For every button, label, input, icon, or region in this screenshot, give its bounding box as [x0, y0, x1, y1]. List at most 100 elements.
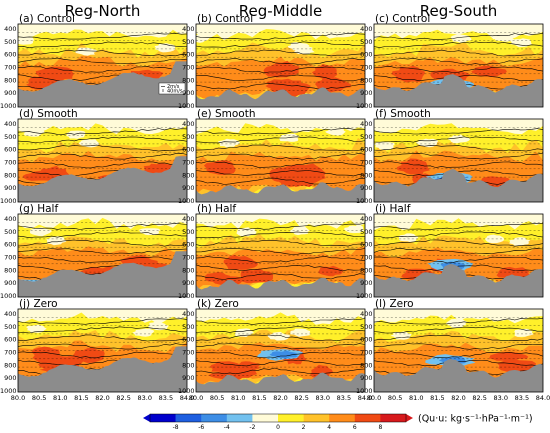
- flux-weak-patch: [26, 324, 47, 333]
- colorbar-max-arrow: [406, 414, 413, 422]
- y-tick-label: 400: [360, 310, 372, 318]
- y-tick-label: 600: [4, 241, 16, 249]
- y-tick-label: 400: [360, 215, 372, 223]
- panel-label: (a) Control: [19, 13, 75, 25]
- y-tick-label: 400: [4, 120, 16, 128]
- colorbar-min-arrow: [143, 414, 150, 422]
- contour-line: [18, 351, 187, 359]
- y-tick-label: 1000: [178, 292, 195, 300]
- flux-core-red: [488, 351, 529, 362]
- contour-line: [18, 231, 187, 239]
- flux-core-red: [58, 356, 84, 366]
- terrain: [196, 182, 365, 202]
- y-tick-label: 500: [360, 133, 372, 141]
- x-tick-label: 80.0: [189, 394, 203, 402]
- contour-line: [196, 152, 365, 160]
- x-tick-label: 80.5: [32, 394, 46, 402]
- y-tick-label: 900: [182, 279, 194, 287]
- flux-core-red: [271, 60, 300, 78]
- contour-line: [196, 343, 365, 350]
- flux-core-red: [205, 272, 230, 284]
- contour-line: [374, 136, 543, 143]
- y-tick-label: 900: [4, 89, 16, 97]
- y-tick-label: 500: [4, 228, 16, 236]
- contour-line: [196, 248, 365, 255]
- flux-core-red: [72, 347, 105, 363]
- flux-weak-patch: [325, 127, 346, 136]
- flux-weak-patch: [75, 47, 97, 56]
- y-tick-label: 400: [182, 310, 194, 318]
- y-tick-label: 1000: [0, 102, 17, 110]
- y-tick-label: 400: [182, 120, 194, 128]
- contour-line: [374, 334, 543, 342]
- y-tick-label: 800: [360, 361, 372, 369]
- y-tick-label: 1000: [178, 102, 195, 110]
- y-tick-label: 500: [182, 323, 194, 331]
- colorbar-frame: [149, 413, 407, 423]
- y-tick-label: 400: [360, 25, 372, 33]
- y-tick-label: 1000: [356, 197, 373, 205]
- colorbar-segment: [201, 414, 228, 422]
- flux-weak-patch: [66, 130, 86, 139]
- contour-line: [18, 326, 187, 334]
- contour-line: [374, 326, 543, 334]
- y-tick-label: 500: [182, 228, 194, 236]
- contour-line: [196, 41, 365, 48]
- flux-weak-patch: [290, 328, 311, 337]
- colorbar-segment: [278, 414, 304, 422]
- y-tick-label: 800: [360, 76, 372, 84]
- x-tick-label: 81.0: [231, 394, 245, 402]
- flux-weak-patch: [493, 33, 515, 42]
- y-tick-label: 900: [360, 184, 372, 192]
- y-tick-label: 1000: [178, 197, 195, 205]
- flux-weak-patch: [484, 234, 504, 244]
- colorbar-segment: [380, 414, 407, 422]
- panel-label: (f) Smooth: [375, 108, 431, 120]
- y-tick-label: 800: [360, 266, 372, 274]
- x-tick-label: 82.0: [95, 394, 109, 402]
- y-tick-label: 1000: [0, 387, 17, 395]
- flux-negative: [269, 350, 299, 359]
- y-tick-label: 900: [4, 279, 16, 287]
- panel-frame: [373, 213, 544, 298]
- flux-weak-patch: [344, 225, 365, 234]
- panel-frame: [17, 213, 188, 298]
- y-tick-label: 700: [4, 349, 16, 357]
- contour-line: [374, 57, 543, 65]
- contour-line: [374, 318, 543, 325]
- colorbar-segment: [150, 414, 176, 422]
- panel-label: (d) Smooth: [19, 108, 78, 120]
- terrain: [196, 372, 365, 392]
- colorbar-tick-label: -6: [198, 424, 204, 431]
- column-titles: Reg-North Reg-Middle Reg-South: [65, 2, 498, 20]
- y-tick-label: 700: [182, 64, 194, 72]
- panel-frame: [195, 308, 366, 393]
- contour-line: [374, 145, 543, 152]
- contour-line: [374, 256, 543, 264]
- y-tick-label: 800: [182, 266, 194, 274]
- colorbar-segment: [252, 414, 279, 422]
- flux-weak-patch: [236, 227, 257, 237]
- contour-line: [196, 326, 365, 333]
- panel-label: (h) Half: [197, 203, 236, 215]
- contour-line: [196, 239, 365, 247]
- contour-line: [18, 334, 187, 342]
- contour-line: [196, 231, 365, 239]
- terrain: [374, 359, 543, 392]
- y-tick-label: 400: [4, 310, 16, 318]
- y-tick-label: 600: [182, 51, 194, 59]
- flux-core-red: [318, 265, 343, 277]
- contour-line: [196, 256, 365, 263]
- terrain: [18, 346, 187, 392]
- contour-line: [196, 144, 365, 152]
- panel-frame: [17, 23, 188, 108]
- x-tick-label: 83.5: [515, 394, 529, 402]
- y-tick-label: 800: [360, 171, 372, 179]
- y-tick-label: 900: [4, 374, 16, 382]
